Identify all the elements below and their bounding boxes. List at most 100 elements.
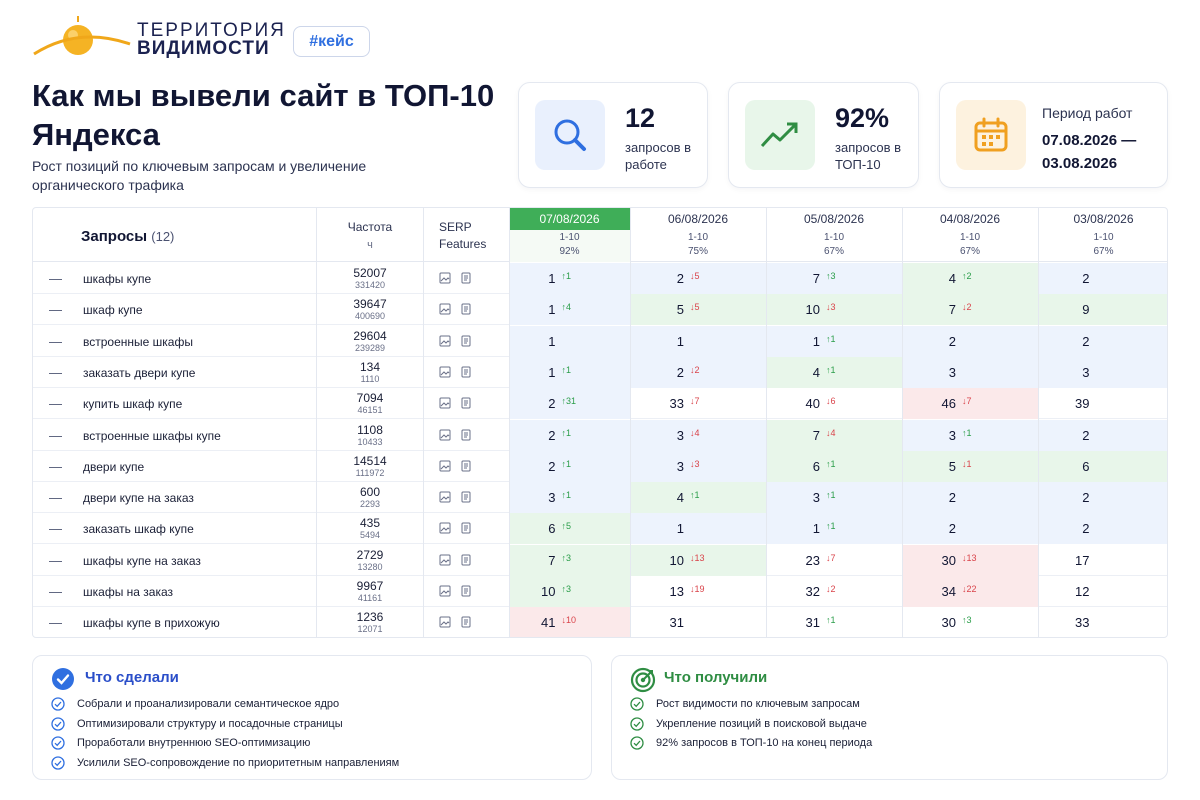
position-change: ↑1 — [826, 364, 836, 375]
snippet-serp-icon[interactable] — [460, 397, 472, 409]
stat-card-period: Период работ 07.08.2026 — 03.08.2026 — [939, 82, 1168, 188]
table-row[interactable]: — шкаф купе 39647 400690 1 ↑4 5 ↓5 10 ↓3 7 ↓2 9 — [33, 294, 1167, 326]
snippet-serp-icon[interactable] — [460, 522, 472, 534]
row-collapse-toggle[interactable]: — — [49, 552, 62, 568]
brand-name-line2: ВИДИМОСТИ — [137, 38, 270, 59]
image-serp-icon[interactable] — [439, 272, 451, 284]
position-change: ↓3 — [826, 302, 836, 313]
table-row[interactable]: — двери купе на заказ 600 2293 3 ↑1 4 ↑1 3 ↑1 2 2 — [33, 482, 1167, 514]
table-row[interactable]: — шкафы купе 52007 331420 1 ↑1 2 ↓5 7 ↑3 4 ↑2 2 — [33, 263, 1167, 294]
position-cell: 1 ↑1 — [766, 325, 902, 357]
date-label: 05/08/2026 — [803, 212, 865, 226]
position-change: ↓2 — [826, 584, 836, 594]
stat-queries-label: запросов в работе — [625, 140, 691, 172]
date-percent: 67% — [959, 246, 980, 257]
table-row[interactable]: — заказать двери купе 134 1110 1 ↑1 2 ↓2 4 ↑1 3 3 — [33, 356, 1167, 388]
list-item: Проработали внутреннюю SEO-оптимизацию — [51, 735, 399, 755]
image-serp-icon[interactable] — [439, 585, 451, 597]
queries-header-label: Запросы — [81, 228, 148, 245]
snippet-serp-icon[interactable] — [460, 460, 472, 472]
check-circle-icon — [630, 716, 644, 731]
list-item-text: Оптимизировали структуру и посадочные ст… — [77, 717, 343, 730]
position-cell: 4 ↑1 — [630, 482, 766, 514]
row-collapse-toggle[interactable]: — — [49, 615, 62, 631]
snippet-serp-icon[interactable] — [460, 429, 472, 441]
position-value: 7 — [548, 552, 556, 568]
image-serp-icon[interactable] — [439, 616, 451, 628]
row-collapse-toggle[interactable]: — — [49, 458, 62, 474]
row-collapse-toggle[interactable]: — — [49, 364, 62, 380]
frequency-exact: 46151 — [357, 405, 383, 416]
row-collapse-toggle[interactable]: — — [49, 427, 62, 443]
image-serp-icon[interactable] — [439, 460, 451, 472]
column-header-date[interactable]: 06/08/2026 1-10 75% — [630, 208, 766, 262]
snippet-serp-icon[interactable] — [460, 335, 472, 347]
column-header-date[interactable]: 05/08/2026 1-10 67% — [766, 208, 902, 262]
query-frequency: 1236 12071 — [317, 610, 423, 635]
snippet-serp-icon[interactable] — [460, 554, 472, 566]
image-serp-icon[interactable] — [439, 429, 451, 441]
list-item: 92% запросов в ТОП-10 на конец периода — [630, 735, 872, 755]
row-collapse-toggle[interactable]: — — [49, 271, 62, 286]
position-value: 7 — [812, 427, 820, 443]
position-value: 10 — [805, 302, 820, 318]
position-change: ↓10 — [561, 615, 577, 626]
image-serp-icon[interactable] — [439, 303, 451, 315]
position-value: 5 — [676, 302, 684, 318]
position-change: ↑3 — [962, 615, 972, 626]
row-collapse-toggle[interactable]: — — [49, 521, 62, 537]
row-collapse-toggle[interactable]: — — [49, 396, 62, 412]
position-change: ↑2 — [962, 271, 972, 281]
frequency-exact: 41161 — [357, 593, 383, 603]
frequency-exact: 13280 — [357, 561, 383, 572]
position-cell: 7 ↑3 — [766, 263, 902, 294]
query-frequency: 435 5494 — [317, 516, 423, 541]
image-serp-icon[interactable] — [439, 522, 451, 534]
row-collapse-toggle[interactable]: — — [49, 333, 62, 349]
image-serp-icon[interactable] — [439, 366, 451, 378]
snippet-serp-icon[interactable] — [460, 272, 472, 284]
position-value: 6 — [812, 458, 820, 474]
table-row[interactable]: — шкафы купе в прихожую 1236 12071 41 ↓10 31 31… — [33, 607, 1167, 637]
position-cell: 2 — [1038, 513, 1167, 545]
table-row[interactable]: — встроенные шкафы 29604 239289 1 1 1 ↑1 2 2 — [33, 325, 1167, 357]
column-header-serp[interactable]: SERP Features — [439, 220, 487, 251]
position-change: ↓7 — [962, 396, 972, 407]
image-serp-icon[interactable] — [439, 491, 451, 503]
row-collapse-toggle[interactable]: — — [49, 490, 62, 506]
column-header-date[interactable]: 07/08/2026 1-10 92% — [509, 208, 630, 262]
position-value: 9 — [1082, 302, 1090, 318]
position-cell: 2 — [1038, 325, 1167, 357]
position-change: ↑1 — [826, 490, 836, 501]
frequency-exact: 111972 — [355, 467, 385, 478]
table-row[interactable]: — встроенные шкафы купе 1108 10433 2 ↑1 3 ↓4 7 ↓4… — [33, 419, 1167, 451]
table-row[interactable]: — двери купе 14514 111972 2 ↑1 3 ↓3 6 ↑1 5 ↓1 6 — [33, 450, 1167, 482]
snippet-serp-icon[interactable] — [460, 366, 472, 378]
column-header-date[interactable]: 03/08/2026 1-10 67% — [1038, 208, 1167, 262]
snippet-serp-icon[interactable] — [460, 303, 472, 315]
position-cell: 9 — [1038, 294, 1167, 326]
table-row[interactable]: — шкафы на заказ 9967 41161 10 ↑3 13 ↓19 32 ↓2 34 ↓… — [33, 576, 1167, 607]
query-frequency: 7094 46151 — [317, 391, 423, 416]
date-percent: 67% — [823, 246, 844, 257]
column-header-date[interactable]: 04/08/2026 1-10 67% — [902, 208, 1038, 262]
image-serp-icon[interactable] — [439, 554, 451, 566]
table-row[interactable]: — купить шкаф купе 7094 46151 2 ↑31 33 ↓7 40 ↓6 46… — [33, 388, 1167, 420]
table-row[interactable]: — шкафы купе на заказ 2729 13280 7 ↑3 10 ↓13 23 ↓… — [33, 544, 1167, 576]
image-serp-icon[interactable] — [439, 335, 451, 347]
snippet-serp-icon[interactable] — [460, 491, 472, 503]
position-cell: 23 ↓7 — [766, 545, 902, 576]
row-collapse-toggle[interactable]: — — [49, 302, 62, 318]
table-row[interactable]: — заказать шкаф купе 435 5494 6 ↑5 1 1 ↑1 2 2 — [33, 513, 1167, 545]
position-change: ↓7 — [826, 552, 836, 563]
row-collapse-toggle[interactable]: — — [49, 584, 62, 599]
query-frequency: 134 1110 — [317, 360, 423, 385]
frequency-exact: 2293 — [359, 499, 381, 510]
image-serp-icon[interactable] — [439, 397, 451, 409]
snippet-serp-icon[interactable] — [460, 616, 472, 628]
query-text: заказать двери купе — [83, 365, 196, 380]
snippet-serp-icon[interactable] — [460, 585, 472, 597]
column-header-frequency[interactable]: Частота ч — [317, 208, 423, 262]
position-value: 4 — [948, 271, 956, 286]
column-header-queries[interactable]: Запросы (12) — [81, 228, 174, 282]
